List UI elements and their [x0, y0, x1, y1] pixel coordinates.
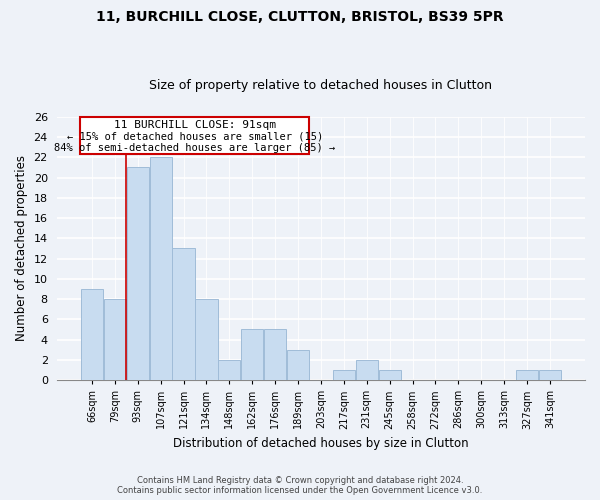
Bar: [516, 370, 538, 380]
Text: Contains HM Land Registry data © Crown copyright and database right 2024.
Contai: Contains HM Land Registry data © Crown c…: [118, 476, 482, 495]
Bar: [149, 158, 172, 380]
Bar: [333, 370, 355, 380]
Bar: [127, 168, 149, 380]
Text: 11, BURCHILL CLOSE, CLUTTON, BRISTOL, BS39 5PR: 11, BURCHILL CLOSE, CLUTTON, BRISTOL, BS…: [96, 10, 504, 24]
Bar: [196, 299, 218, 380]
Bar: [241, 330, 263, 380]
Text: 11 BURCHILL CLOSE: 91sqm: 11 BURCHILL CLOSE: 91sqm: [114, 120, 276, 130]
Bar: [539, 370, 561, 380]
Text: ← 15% of detached houses are smaller (15): ← 15% of detached houses are smaller (15…: [67, 132, 323, 141]
Bar: [104, 299, 126, 380]
Bar: [172, 248, 194, 380]
Bar: [81, 289, 103, 380]
FancyBboxPatch shape: [80, 117, 310, 154]
Text: 84% of semi-detached houses are larger (85) →: 84% of semi-detached houses are larger (…: [55, 142, 335, 152]
Bar: [264, 330, 286, 380]
Title: Size of property relative to detached houses in Clutton: Size of property relative to detached ho…: [149, 79, 493, 92]
Bar: [218, 360, 241, 380]
X-axis label: Distribution of detached houses by size in Clutton: Distribution of detached houses by size …: [173, 437, 469, 450]
Bar: [287, 350, 309, 380]
Bar: [356, 360, 378, 380]
Bar: [379, 370, 401, 380]
Y-axis label: Number of detached properties: Number of detached properties: [15, 156, 28, 342]
